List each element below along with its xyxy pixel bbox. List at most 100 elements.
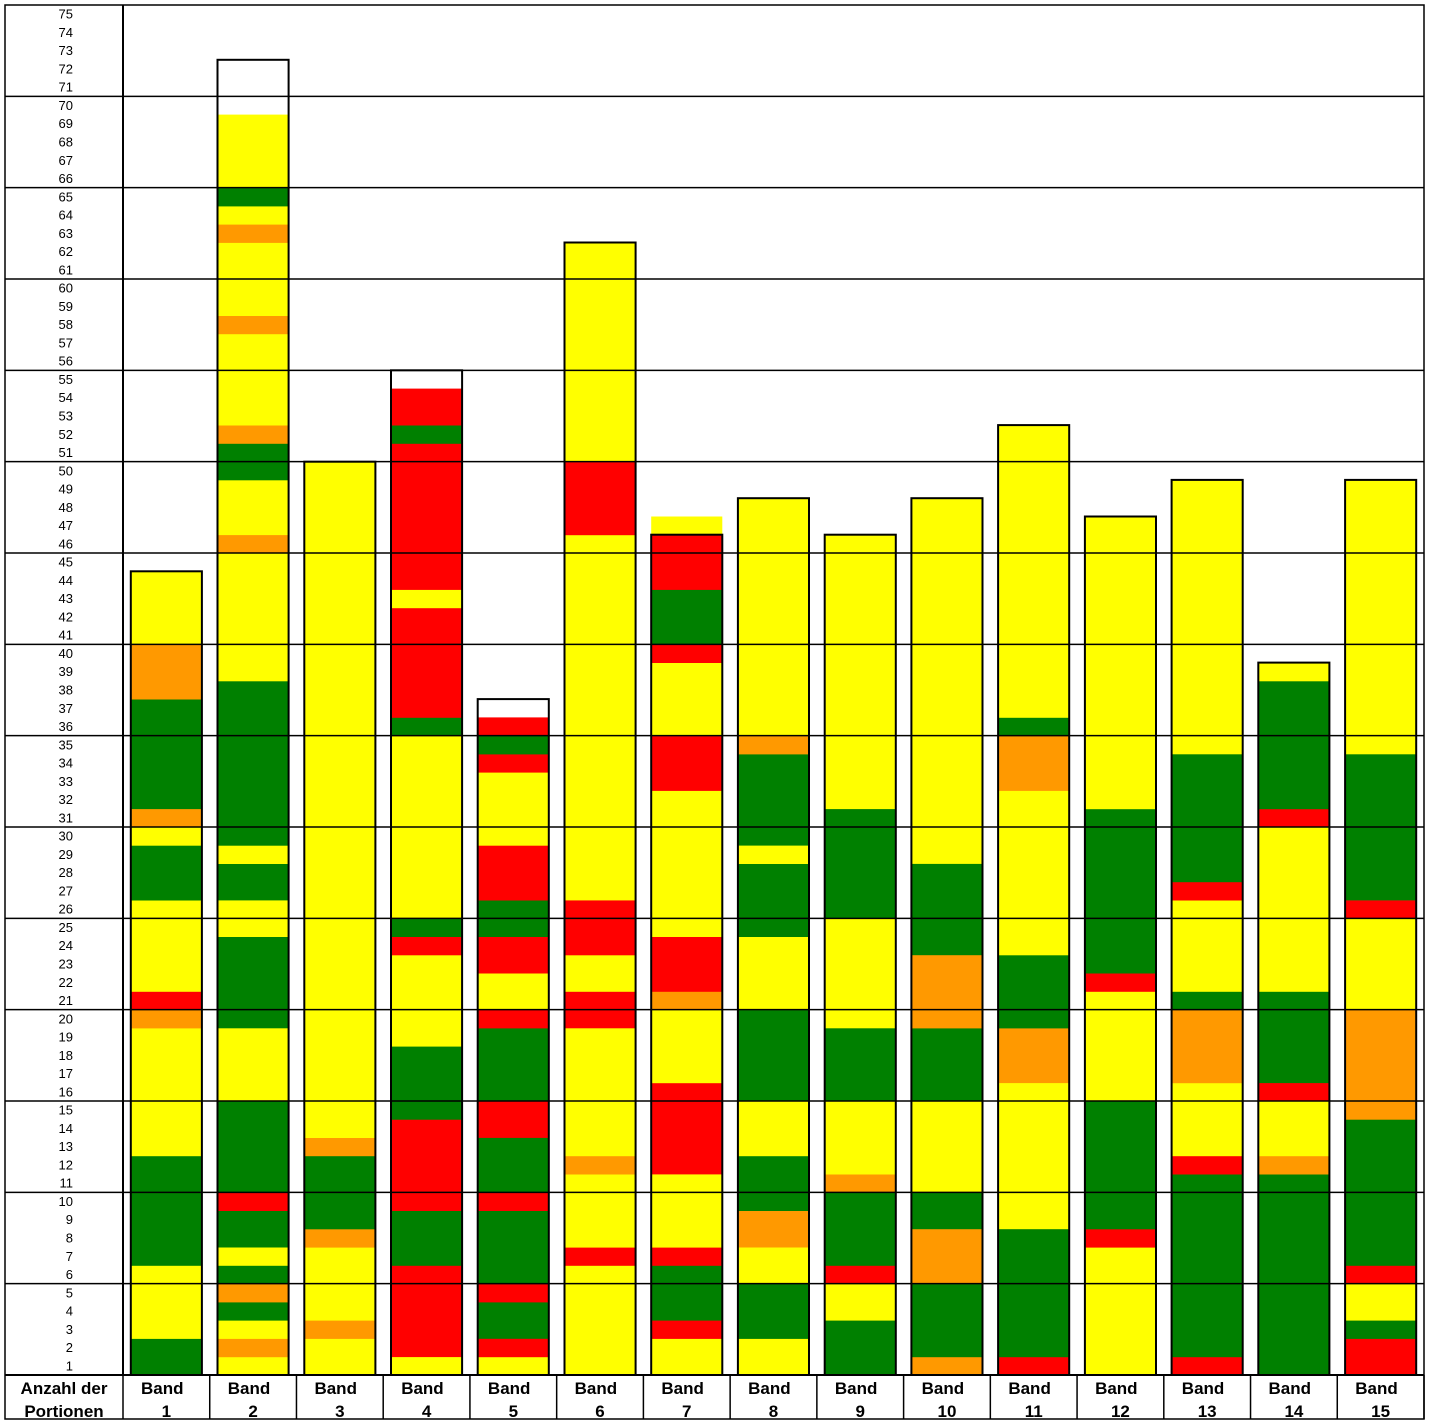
- bar-segment: [217, 1301, 289, 1321]
- y-tick-label: 49: [59, 482, 73, 497]
- x-tick-number: 1: [162, 1402, 171, 1421]
- bar-segment: [1171, 479, 1243, 755]
- bar-band-5: [476, 698, 550, 1376]
- bar-segment: [477, 1283, 549, 1303]
- y-tick-label: 46: [59, 536, 73, 551]
- y-tick-label: 18: [59, 1048, 73, 1063]
- bar-segment: [651, 991, 723, 1011]
- bar-segment: [477, 735, 549, 755]
- bar-segment: [217, 315, 289, 335]
- y-tick-label: 75: [59, 7, 73, 22]
- y-tick-label: 38: [59, 683, 73, 698]
- bar-segment: [998, 1027, 1070, 1084]
- bar-segment: [477, 1210, 549, 1285]
- bar-band-12: [1083, 515, 1158, 1376]
- bar-band-14: [1257, 661, 1331, 1376]
- y-tick-label: 24: [59, 938, 73, 953]
- bar-segment: [130, 1265, 202, 1339]
- bar-segment: [737, 1210, 809, 1248]
- y-tick-label: 50: [59, 463, 73, 478]
- bar-segment: [998, 790, 1070, 956]
- bar-segment: [130, 1027, 202, 1157]
- bar-segment: [737, 936, 809, 1011]
- y-tick-label: 7: [66, 1249, 73, 1264]
- x-tick-number: 4: [422, 1402, 432, 1421]
- bar-segment: [1084, 1247, 1156, 1376]
- x-tick-number: 15: [1371, 1402, 1390, 1421]
- bar-segment: [477, 973, 549, 1010]
- bar-segment: [824, 808, 896, 919]
- y-tick-label: 58: [59, 317, 73, 332]
- x-tick-label: Band: [1182, 1379, 1225, 1398]
- bar-segment: [737, 735, 809, 755]
- y-tick-label: 52: [59, 427, 73, 442]
- bar-segment: [998, 954, 1070, 1029]
- y-tick-label: 32: [59, 792, 73, 807]
- y-tick-label: 14: [59, 1121, 73, 1136]
- bar-segment: [1345, 1283, 1417, 1321]
- x-tick-number: 9: [855, 1402, 864, 1421]
- bar-segment: [824, 1192, 896, 1266]
- bar-segment: [1345, 1320, 1417, 1339]
- bar-segment: [998, 735, 1070, 791]
- bar-segment: [824, 1027, 896, 1102]
- bar-segment: [477, 1356, 549, 1376]
- bar-segment: [651, 1320, 723, 1339]
- bar-band-7: [650, 516, 724, 1376]
- y-tick-label: 16: [59, 1084, 73, 1099]
- bar-segment: [217, 1338, 289, 1358]
- y-tick-label: 61: [59, 262, 73, 277]
- bar-segment: [1258, 991, 1330, 1084]
- bar-segment: [477, 1137, 549, 1193]
- bar-segment: [217, 553, 289, 682]
- bar-segment: [391, 607, 463, 718]
- y-tick-label: 45: [59, 555, 73, 570]
- y-tick-label: 55: [59, 372, 73, 387]
- y-tick-label: 65: [59, 189, 73, 204]
- y-tick-label: 17: [59, 1066, 73, 1081]
- bar-segment: [651, 936, 723, 992]
- y-tick-label: 66: [59, 171, 73, 186]
- y-tick-label: 51: [59, 445, 73, 460]
- bar-band-11: [997, 424, 1071, 1377]
- y-tick-label: 5: [66, 1285, 73, 1300]
- x-axis-labels: Anzahl der Portionen Band 1 Band 2 Band 3 Band…: [21, 1379, 1398, 1421]
- bar-segment: [564, 1174, 636, 1248]
- bar-segment: [651, 662, 723, 737]
- bar-segment: [1084, 1101, 1156, 1230]
- bar-segment: [651, 1174, 723, 1248]
- bar-segment: [1258, 1101, 1330, 1157]
- bar-segment: [1084, 516, 1156, 810]
- bar-segment: [304, 1137, 376, 1157]
- bar-segment: [1345, 1009, 1417, 1120]
- y-tick-label: 63: [59, 226, 73, 241]
- y-tick-label: 67: [59, 153, 73, 168]
- x-tick-label: Band: [228, 1379, 271, 1398]
- bar-segment: [564, 534, 636, 901]
- bar-segment: [1258, 1155, 1330, 1175]
- bar-segment: [651, 644, 723, 663]
- bar-series: [129, 58, 1418, 1377]
- bar-segment: [391, 1119, 463, 1211]
- bar-segment: [477, 772, 549, 846]
- bar-segment: [1345, 1265, 1417, 1285]
- bar-segment: [391, 388, 463, 426]
- x-tick-label: Band: [748, 1379, 791, 1398]
- y-tick-label: 31: [59, 810, 73, 825]
- bar-segment: [1084, 808, 1156, 974]
- bar-segment: [824, 1174, 896, 1193]
- bar-band-10: [910, 497, 984, 1376]
- bar-segment: [391, 589, 463, 609]
- bar-segment: [651, 1338, 723, 1376]
- bar-segment: [217, 534, 289, 554]
- y-tick-label: 11: [60, 1176, 74, 1191]
- bar-segment: [1258, 1082, 1330, 1102]
- y-tick-label: 53: [59, 409, 73, 424]
- bar-segment: [911, 954, 983, 1029]
- bar-segment: [217, 224, 289, 243]
- x-tick-number: 10: [938, 1402, 957, 1421]
- bar-segment: [998, 1082, 1070, 1230]
- bar-segment: [1084, 973, 1156, 992]
- bar-segment: [391, 954, 463, 1047]
- y-tick-label: 40: [59, 646, 73, 661]
